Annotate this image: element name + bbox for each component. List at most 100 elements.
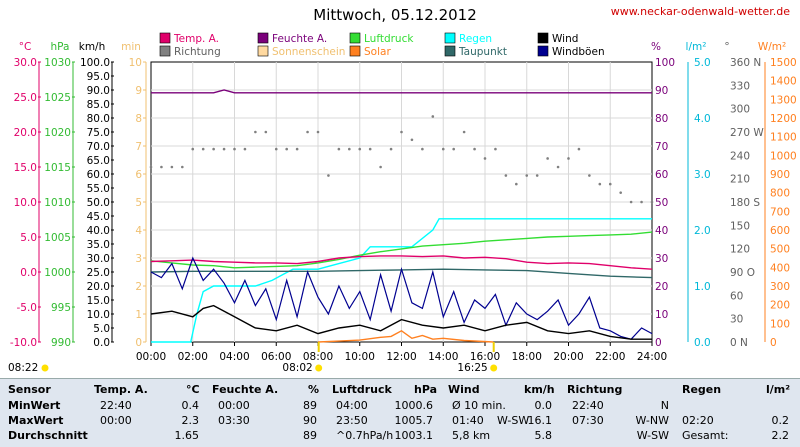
pressure-axis-tick: 1015 <box>44 162 71 174</box>
summary-cell-hum-time: 03:30 <box>218 414 250 427</box>
wind-axis-tick: 90.0 <box>87 85 110 97</box>
summary-cell-temp-time: 22:40 <box>100 399 132 412</box>
header-rain-unit: l/m² <box>766 383 791 396</box>
rain-axis-tick: 4.0 <box>694 113 711 125</box>
summary-cell-wind-time: 5,8 km <box>452 429 491 442</box>
wind-axis-tick: 15.0 <box>87 295 110 307</box>
humidity-axis-tick: 10 <box>655 309 668 321</box>
series-point-richtung <box>535 174 539 177</box>
temp-axis-tick: 15.0 <box>14 162 37 174</box>
series-line-luftdruck <box>150 231 653 269</box>
series-point-richtung <box>619 191 622 194</box>
wind-axis-tick: 95.0 <box>87 71 110 83</box>
wind-axis-tick: 35.0 <box>87 239 110 251</box>
sun-axis-tick: 2 <box>135 281 142 293</box>
legend-swatch-wind <box>537 32 549 44</box>
sun-axis-tick: 10 <box>129 57 142 69</box>
series-point-richtung <box>598 182 602 186</box>
direction-axis-tick: 180 S <box>730 197 760 209</box>
summary-cell-rain-time: Gesamt: <box>682 429 729 442</box>
moonrise-time: 08:22 <box>8 362 38 374</box>
temp-axis-tick: 20.0 <box>14 127 37 139</box>
wind-axis-tick: 80.0 <box>87 113 110 125</box>
header-humidity: Feuchte A. <box>212 383 279 396</box>
legend-swatch-taupunkt <box>444 45 456 57</box>
pressure-axis-tick: 990 <box>51 337 71 349</box>
series-point-richtung <box>588 174 591 177</box>
rain-axis-unit: l/m² <box>686 41 707 53</box>
summary-cell-press: 1005.7 <box>394 414 434 427</box>
solar-axis-tick: 100 <box>770 318 790 330</box>
solar-axis-tick: 400 <box>770 262 790 274</box>
rain-axis-tick: 0.0 <box>694 337 711 349</box>
legend-label-taupunkt: Taupunkt <box>458 46 507 58</box>
legend-label-luftdruck: Luftdruck <box>364 33 414 45</box>
direction-axis-unit: ° <box>724 41 729 53</box>
temp-axis-tick: 0.0 <box>20 267 37 279</box>
source-link[interactable]: www.neckar-odenwald-wetter.de <box>611 5 791 18</box>
series-point-richtung <box>410 138 414 142</box>
legend-label-regen: Regen <box>459 33 492 45</box>
solar-axis-tick: 500 <box>770 244 790 256</box>
direction-axis-tick: 210 <box>730 174 750 186</box>
legend-swatch-luftdruck <box>349 32 361 44</box>
summary-table: Sensor Temp. A. °C Feuchte A. % Luftdruc… <box>0 378 800 447</box>
summary-cell-hum: 90 <box>303 414 317 427</box>
wind-axis-unit: km/h <box>79 41 106 53</box>
series-point-richtung <box>650 200 654 204</box>
temp-axis-tick: 25.0 <box>14 92 37 104</box>
axes: 30.025.020.015.010.05.00.0-5.0-10.0°C103… <box>10 41 797 363</box>
wind-axis-tick: 30.0 <box>87 253 110 265</box>
series-point-richtung <box>441 147 445 151</box>
solar-axis-tick: 1100 <box>770 132 797 144</box>
direction-axis-tick: 90 O <box>730 267 755 279</box>
series-point-richtung <box>640 200 643 204</box>
sunset-time: 16:25 <box>457 362 487 374</box>
summary-cell-dir: N <box>660 399 669 412</box>
series-point-richtung <box>149 165 153 169</box>
temp-axis-unit: °C <box>19 41 32 53</box>
header-pressure-unit: hPa <box>414 383 438 396</box>
solar-axis-tick: 1200 <box>770 113 797 125</box>
legend-label-solar: Solar <box>364 46 391 58</box>
legend-label-sonnenschein: Sonnenschein <box>272 46 345 58</box>
sun-axis-tick: 1 <box>135 309 142 321</box>
sun-icon <box>315 364 323 372</box>
sun-axis-tick: 8 <box>135 113 142 125</box>
summary-cell-rain: 0.2 <box>771 414 790 427</box>
time-tick: 24:00 <box>637 351 667 363</box>
direction-axis-tick: 60 <box>730 290 743 302</box>
summary-cell-press-time: 23:50 <box>336 414 368 427</box>
series-point-richtung <box>316 130 320 134</box>
wind-axis-tick: 55.0 <box>87 183 110 195</box>
series-point-richtung <box>201 147 205 151</box>
time-tick: 00:00 <box>136 351 166 363</box>
solar-axis-tick: 300 <box>770 281 790 293</box>
summary-cell-label: MaxWert <box>8 414 64 427</box>
pressure-axis-tick: 1025 <box>44 92 71 104</box>
rain-axis-tick: 1.0 <box>694 281 711 293</box>
humidity-axis-tick: 40 <box>655 225 668 237</box>
series-point-richtung <box>233 147 236 151</box>
summary-cell-wind-time: Ø 10 min. <box>452 399 506 412</box>
summary-cell-rain: 2.2 <box>771 429 790 442</box>
header-pressure: Luftdruck <box>332 383 392 396</box>
plot-area <box>149 61 654 343</box>
direction-axis-tick: 330 <box>730 80 750 92</box>
legend-swatch-windb-en <box>537 45 549 57</box>
solar-axis-tick: 200 <box>770 300 790 312</box>
series-line-solar <box>317 329 494 343</box>
header-wind-unit: km/h <box>524 383 555 396</box>
legend-swatch-temp-a <box>159 32 171 44</box>
series-point-richtung <box>222 147 226 151</box>
chart-title: Mittwoch, 05.12.2012 <box>313 6 477 24</box>
humidity-axis-tick: 50 <box>655 197 668 209</box>
summary-cell-wind: 16.1 <box>527 414 553 427</box>
legend-label-windb-en: Windböen <box>552 46 605 58</box>
summary-cell-hum: 89 <box>303 429 317 442</box>
sun-icon <box>490 364 498 372</box>
series-line-temp-a <box>150 255 653 270</box>
direction-axis-tick: 300 <box>730 104 750 116</box>
humidity-axis-tick: 80 <box>655 113 668 125</box>
